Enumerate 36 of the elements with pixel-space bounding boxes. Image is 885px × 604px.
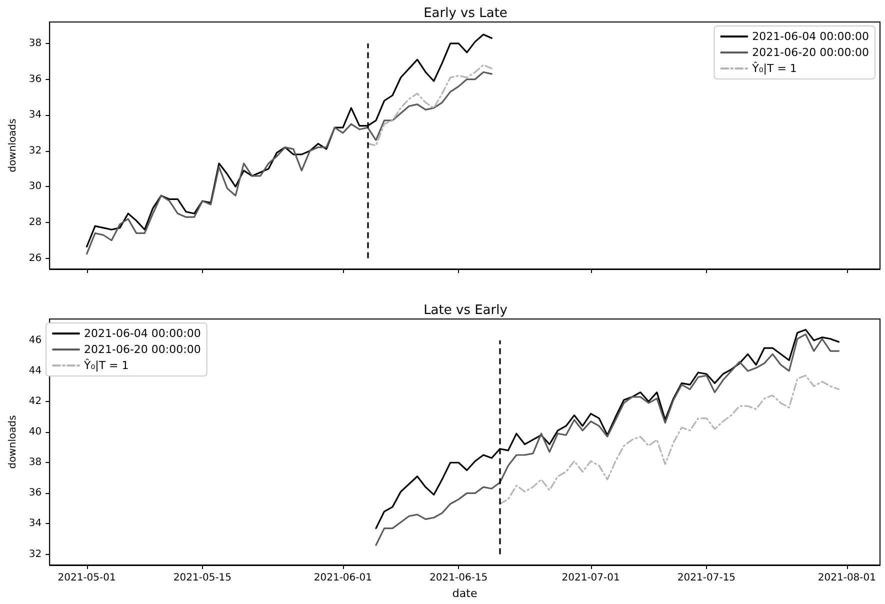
x-tick-label: 2021-08-01 [818, 572, 876, 584]
y-tick-label: 38 [28, 457, 42, 468]
line-series [86, 71, 492, 255]
legend-label: Ŷ₀|T = 1 [751, 61, 797, 75]
x-tick-label: 2021-07-01 [562, 572, 620, 584]
x-tick-label: 2021-06-01 [314, 572, 372, 584]
y-tick-label: 38 [28, 38, 42, 49]
y-tick-label: 36 [28, 74, 42, 85]
x-tick-label: 2021-07-15 [677, 572, 736, 584]
legend-label: 2021-06-20 00:00:00 [752, 46, 869, 59]
chart-title: Early vs Late [424, 6, 508, 21]
y-axis-title: downloads [8, 415, 18, 469]
y-tick-label: 26 [28, 252, 42, 264]
x-tick-label: 2021-06-15 [430, 572, 488, 584]
y-tick-label: 34 [28, 518, 42, 530]
legend-label: 2021-06-04 00:00:00 [84, 327, 201, 340]
y-tick-label: 44 [28, 365, 42, 376]
y-tick-label: 46 [28, 334, 42, 346]
y-tick-label: 42 [28, 396, 42, 408]
y-tick-label: 30 [28, 181, 42, 192]
line-series [366, 64, 492, 146]
x-tick-label: 2021-05-15 [173, 572, 232, 584]
x-tick-label: 2021-05-01 [58, 572, 116, 584]
y-axis-title: downloads [8, 118, 18, 172]
y-tick-label: 32 [28, 145, 42, 156]
y-tick-label: 28 [28, 216, 42, 228]
x-axis-title: date [452, 586, 478, 600]
line-series [499, 374, 840, 505]
y-tick-label: 40 [28, 426, 42, 438]
legend-label: 2021-06-20 00:00:00 [84, 343, 201, 356]
y-tick-label: 36 [28, 488, 42, 499]
y-tick-label: 32 [28, 548, 42, 560]
legend-label: Ŷ₀|T = 1 [83, 358, 129, 372]
y-tick-label: 34 [28, 110, 42, 121]
legend-label: 2021-06-04 00:00:00 [752, 30, 869, 43]
chart-title: Late vs Early [424, 303, 508, 318]
